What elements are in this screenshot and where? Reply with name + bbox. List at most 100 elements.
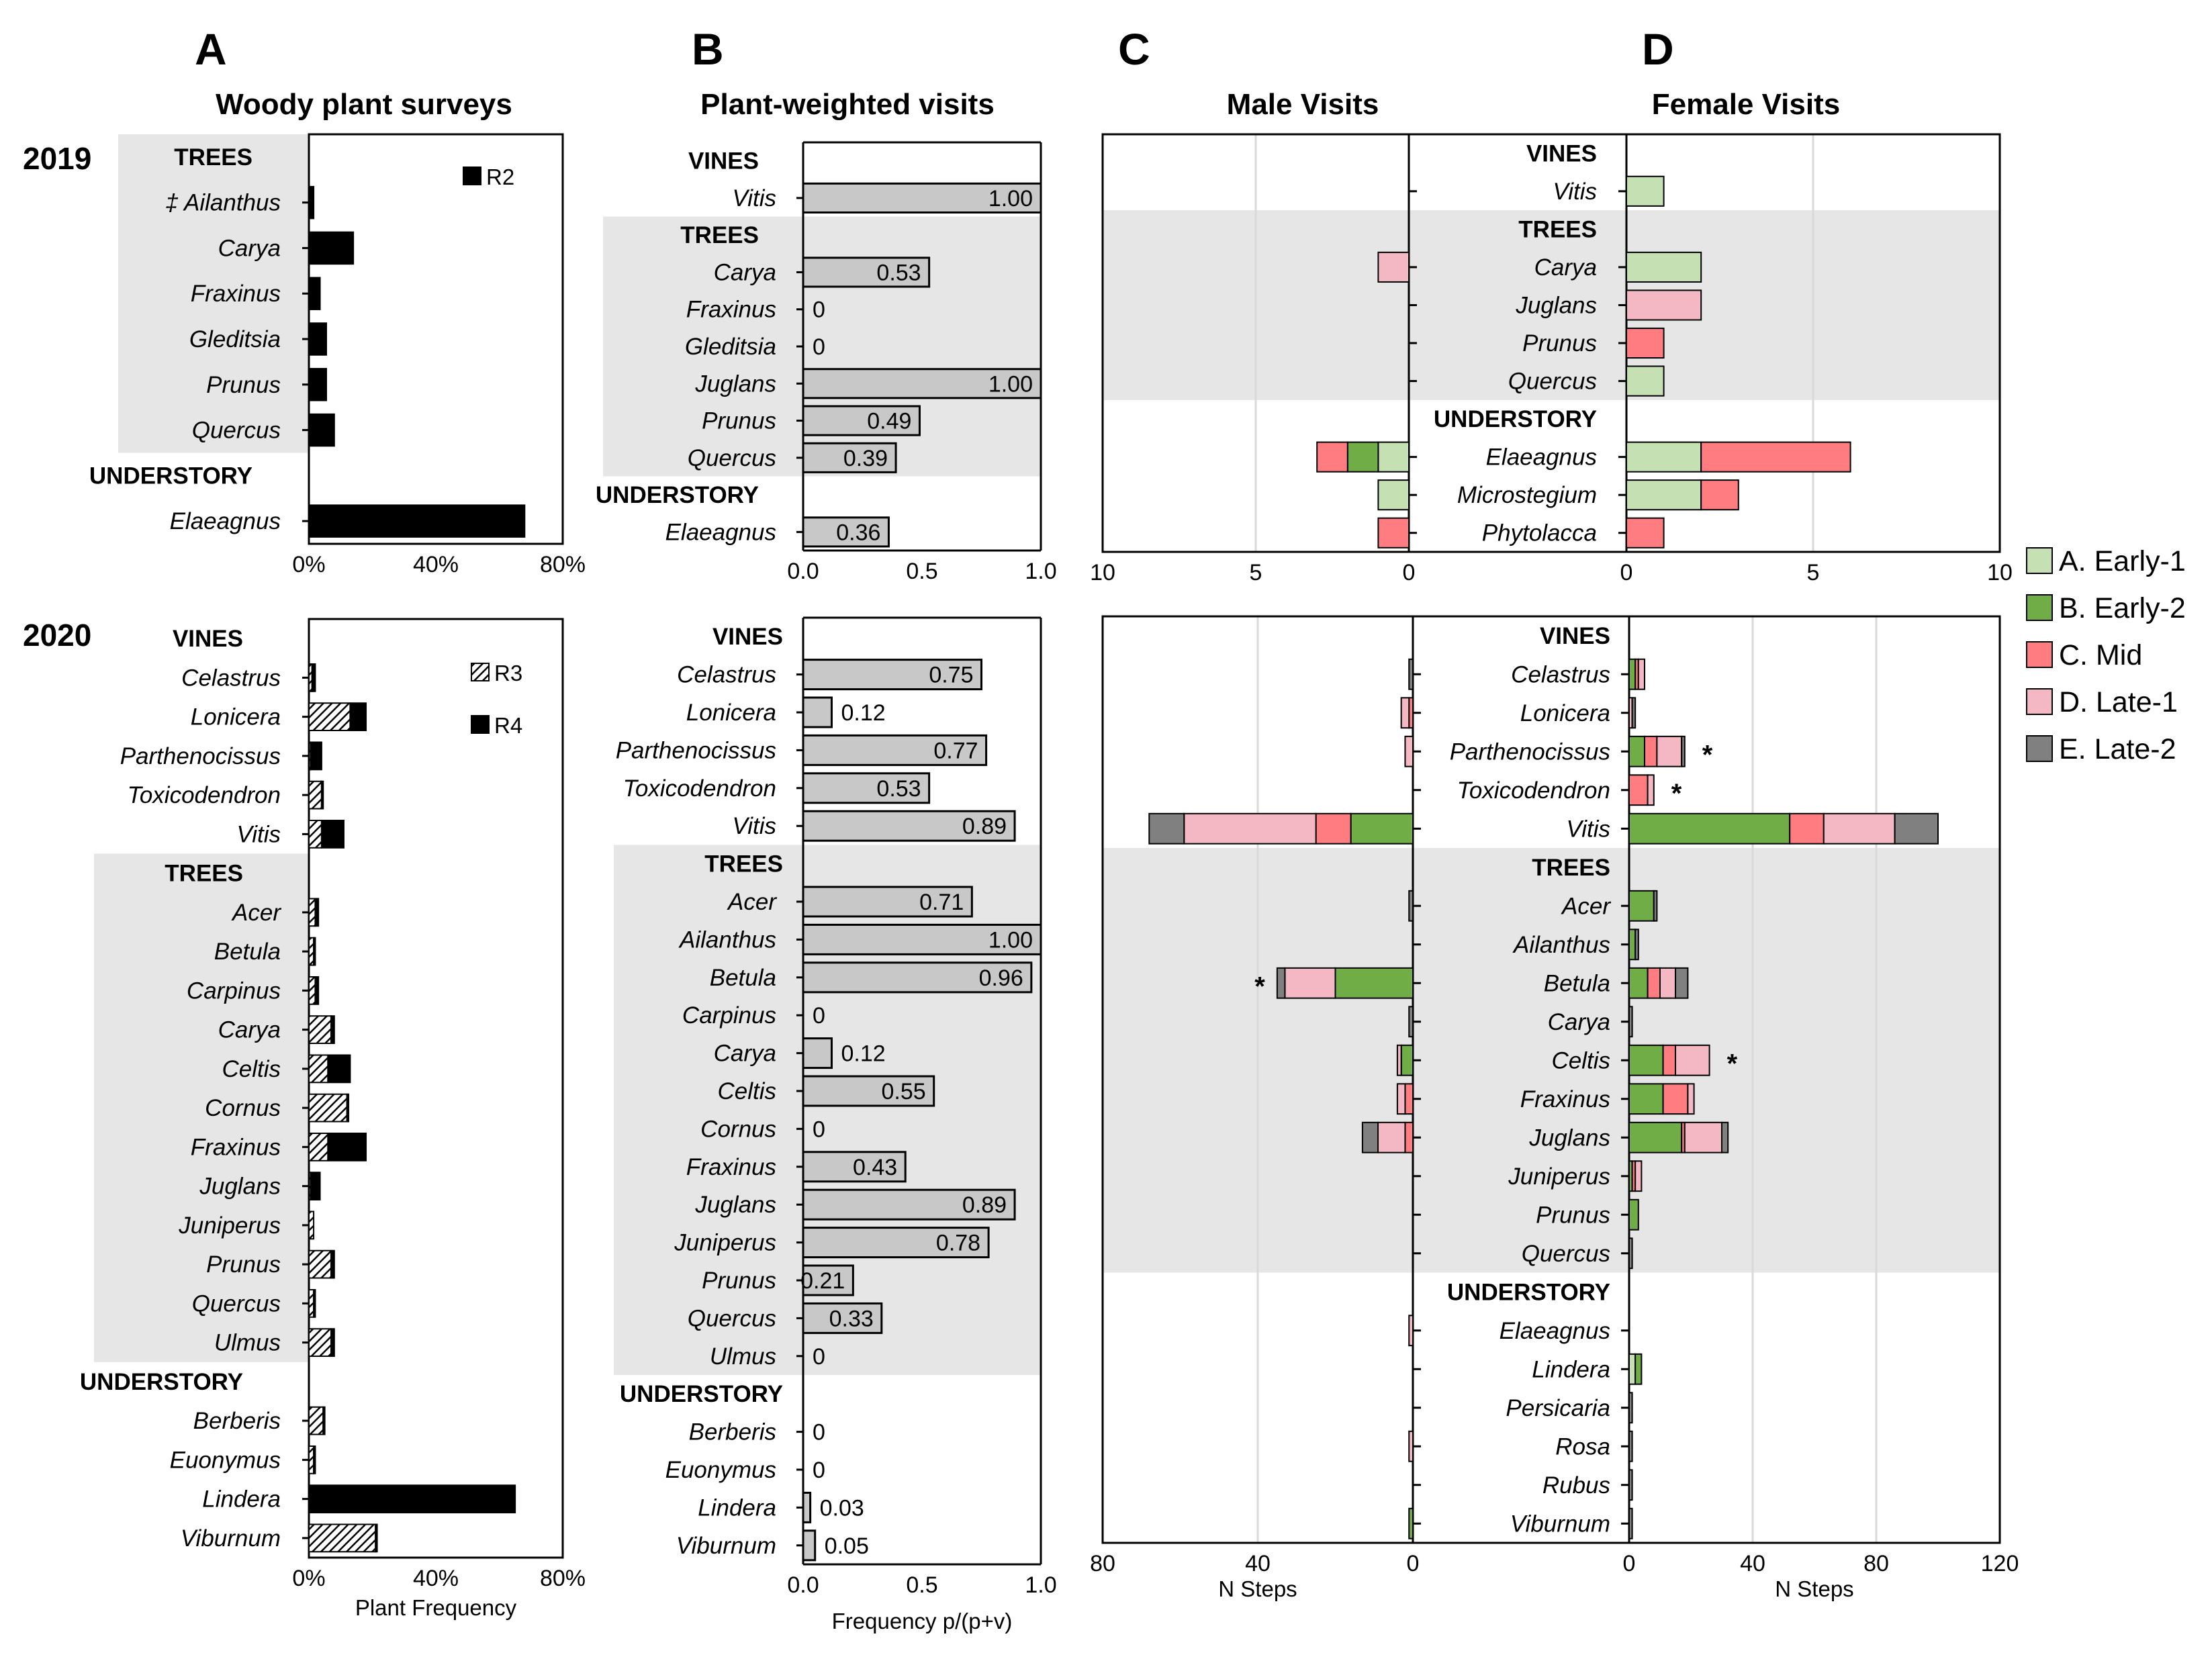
bar-carya-r2 [308, 231, 355, 265]
bar-viburnum [802, 1529, 817, 1562]
female-bar-rubus-e-late-2 [1628, 1469, 1633, 1501]
x-tick-label: 0 [1407, 1551, 1420, 1576]
female-bar-phytolacca-c-mid [1626, 517, 1665, 549]
bar-prunus-r4 [330, 1249, 335, 1279]
bar-juniperus-r3 [308, 1211, 315, 1240]
panel-cd-2019: VINES Vitis TREES Carya Juglans Prunus Quercus… [1090, 133, 2013, 585]
category-label-betula: Betula [214, 939, 281, 965]
bar-celastrus [802, 659, 982, 691]
bar-elaeagnus [802, 516, 890, 548]
bar-prunus-r2 [308, 368, 327, 401]
male-bar-fraxinus-c-mid [1404, 1083, 1414, 1115]
bar-quercus-r4 [313, 1288, 316, 1318]
bar-acer-r3 [308, 898, 316, 927]
x-tick-label: 0.0 [787, 1572, 819, 1598]
value-label-carpinus: 0 [813, 1003, 825, 1029]
category-label-toxicodendron: Toxicodendron [623, 775, 776, 802]
legend-swatch-b-early-2 [2026, 594, 2053, 621]
bar-elaeagnus-r2 [308, 504, 526, 538]
male-bar-elaeagnus-d-late-1 [1408, 1315, 1414, 1347]
male-bar-betula-d-late-1 [1284, 967, 1336, 999]
female-bar-celtis-c-mid [1662, 1044, 1677, 1076]
category-label-fraxinus: Fraxinus [1520, 1086, 1610, 1112]
bar-vitis-r4 [320, 819, 344, 849]
category-label-elaeagnus: Elaeagnus [170, 508, 281, 534]
x-tick-label: 120 [1981, 1551, 2019, 1576]
category-label-carya: Carya [714, 259, 776, 285]
group-label-vines: VINES [688, 148, 759, 175]
bar-quercus [802, 1302, 883, 1334]
bar-viburnum-r3 [308, 1523, 377, 1553]
category-label-elaeagnus: Elaeagnus [1500, 1318, 1610, 1344]
female-bar-elaeagnus-a-early-1 [1626, 441, 1702, 473]
value-label-carya: 0.53 [876, 260, 921, 285]
x-tick-label: 40% [413, 552, 459, 577]
bar-betula-r4 [313, 937, 316, 966]
x-axis-title: N Steps [1775, 1576, 1853, 1601]
group-label-vines: VINES [712, 624, 783, 650]
female-bar-juniperus-d-late-1 [1634, 1160, 1643, 1192]
male-bar-vitis-b-early-2 [1350, 812, 1414, 845]
male-bar-acer-e-late-2 [1408, 890, 1414, 922]
category-label-juniperus: Juniperus [178, 1213, 281, 1239]
category-label-lindera: Lindera [698, 1495, 776, 1521]
value-label-celtis: 0.55 [882, 1079, 926, 1104]
bar-juniperus [802, 1227, 990, 1259]
category-label-juniperus: Juniperus [1508, 1164, 1610, 1190]
value-label-viburnum: 0.05 [825, 1533, 869, 1559]
female-bar-vitis-a-early-1 [1626, 175, 1665, 207]
category-label-betula: Betula [1544, 970, 1610, 996]
bar-prunus [802, 1264, 854, 1296]
bar-prunus-r3 [308, 1249, 332, 1279]
category-label-carya: Carya [218, 1017, 281, 1043]
female-bar-parthenocissus-e-late-2 [1681, 735, 1686, 767]
value-label-parthenocissus: 0.77 [933, 738, 978, 763]
male-bar-carya-d-late-1 [1377, 251, 1410, 283]
female-bar-ailanthus-b-early-2 [1628, 929, 1637, 961]
female-bar-acer-b-early-2 [1628, 890, 1655, 922]
category-label-berberis: Berberis [193, 1408, 281, 1434]
category-label-lonicera: Lonicera [1520, 700, 1610, 726]
plot-frame [1101, 133, 2001, 553]
group-label-understory: UNDERSTORY [620, 1381, 783, 1407]
x-tick-label: 0% [292, 552, 325, 577]
female-bar-celtis-b-early-2 [1628, 1044, 1664, 1076]
bar-quercus [802, 442, 897, 473]
bar-juglans [802, 368, 1042, 399]
value-label-euonymus: 0 [813, 1458, 825, 1483]
male-bar-vitis-c-mid [1315, 812, 1352, 845]
x-tick-label: 80% [540, 1566, 586, 1591]
group-label-understory: UNDERSTORY [1434, 406, 1597, 432]
value-label-betula: 0.96 [979, 965, 1023, 991]
category-label-lonicera: Lonicera [191, 704, 281, 730]
category-label-ailanthus: ‡ Ailanthus [165, 190, 281, 216]
female-bar-vitis-e-late-2 [1894, 812, 1939, 845]
category-label-elaeagnus: Elaeagnus [1486, 444, 1597, 471]
value-label-elaeagnus: 0.36 [836, 520, 880, 545]
male-bar-celtis-d-late-1 [1396, 1044, 1402, 1076]
shaded-trees-region [118, 134, 309, 453]
value-label-celastrus: 0.75 [929, 663, 973, 688]
plot-frame [308, 133, 564, 545]
legend-label-b-early-2: B. Early-2 [2059, 592, 2186, 624]
category-label-parthenocissus: Parthenocissus [120, 743, 281, 769]
value-label-lindera: 0.03 [820, 1495, 864, 1521]
category-label-carpinus: Carpinus [682, 1002, 776, 1029]
bar-carya-r4 [330, 1015, 335, 1045]
value-label-prunus: 0.21 [800, 1268, 845, 1294]
x-tick-label: 80 [1863, 1551, 1889, 1576]
legend-swatch-r3 [471, 663, 490, 681]
category-label-celastrus: Celastrus [181, 665, 281, 691]
category-label-celtis: Celtis [222, 1056, 281, 1082]
x-tick-label: 0 [1623, 1551, 1636, 1576]
group-label-understory: UNDERSTORY [80, 1369, 243, 1395]
bar-juglans-r4 [310, 1172, 321, 1201]
panel-title-b: Plant-weighted visits [700, 88, 995, 121]
female-bar-betula-c-mid [1647, 967, 1661, 999]
group-label-understory: UNDERSTORY [596, 482, 759, 508]
female-bar-lindera-a-early-1 [1628, 1353, 1637, 1385]
female-bar-microstegium-c-mid [1700, 479, 1739, 511]
bar-ulmus-r4 [330, 1328, 335, 1358]
x-tick-label: 40% [413, 1566, 459, 1591]
